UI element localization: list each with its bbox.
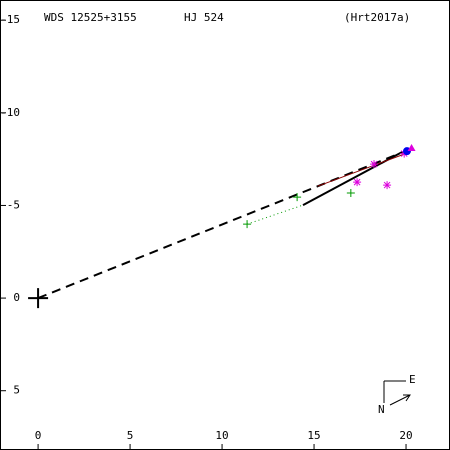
compass-label: N	[378, 403, 385, 416]
asterisk-marker	[353, 178, 362, 187]
y-tick-label: -15	[0, 13, 20, 26]
annotation: (Hrt2017a)	[344, 11, 410, 24]
plus-marker	[346, 189, 355, 198]
x-tick-label: 5	[127, 429, 134, 442]
orbit-line	[246, 204, 304, 225]
asterisk-marker	[370, 160, 379, 169]
x-tick-label: 0	[35, 429, 42, 442]
y-tick-label: -10	[0, 106, 20, 119]
orbit-line	[37, 151, 404, 300]
triangle-marker	[407, 144, 416, 152]
compass-label: E	[409, 373, 416, 386]
asterisk-marker	[383, 181, 392, 190]
origin-marker	[28, 288, 49, 309]
x-tick-label: 20	[399, 429, 412, 442]
y-tick-label: -5	[7, 198, 20, 211]
annotation: HJ 524	[184, 11, 224, 24]
plus-marker	[243, 220, 252, 229]
annotation: WDS 12525+3155	[44, 11, 137, 24]
compass	[383, 380, 411, 406]
compass-arrow	[389, 394, 411, 406]
y-tick-label: 5	[13, 384, 20, 397]
compass-arrowhead	[403, 394, 411, 402]
x-tick-label: 10	[215, 429, 228, 442]
y-tick-label: 0	[13, 291, 20, 304]
x-tick-label: 15	[307, 429, 320, 442]
orbit-line	[317, 153, 405, 187]
plus-marker	[293, 193, 302, 202]
